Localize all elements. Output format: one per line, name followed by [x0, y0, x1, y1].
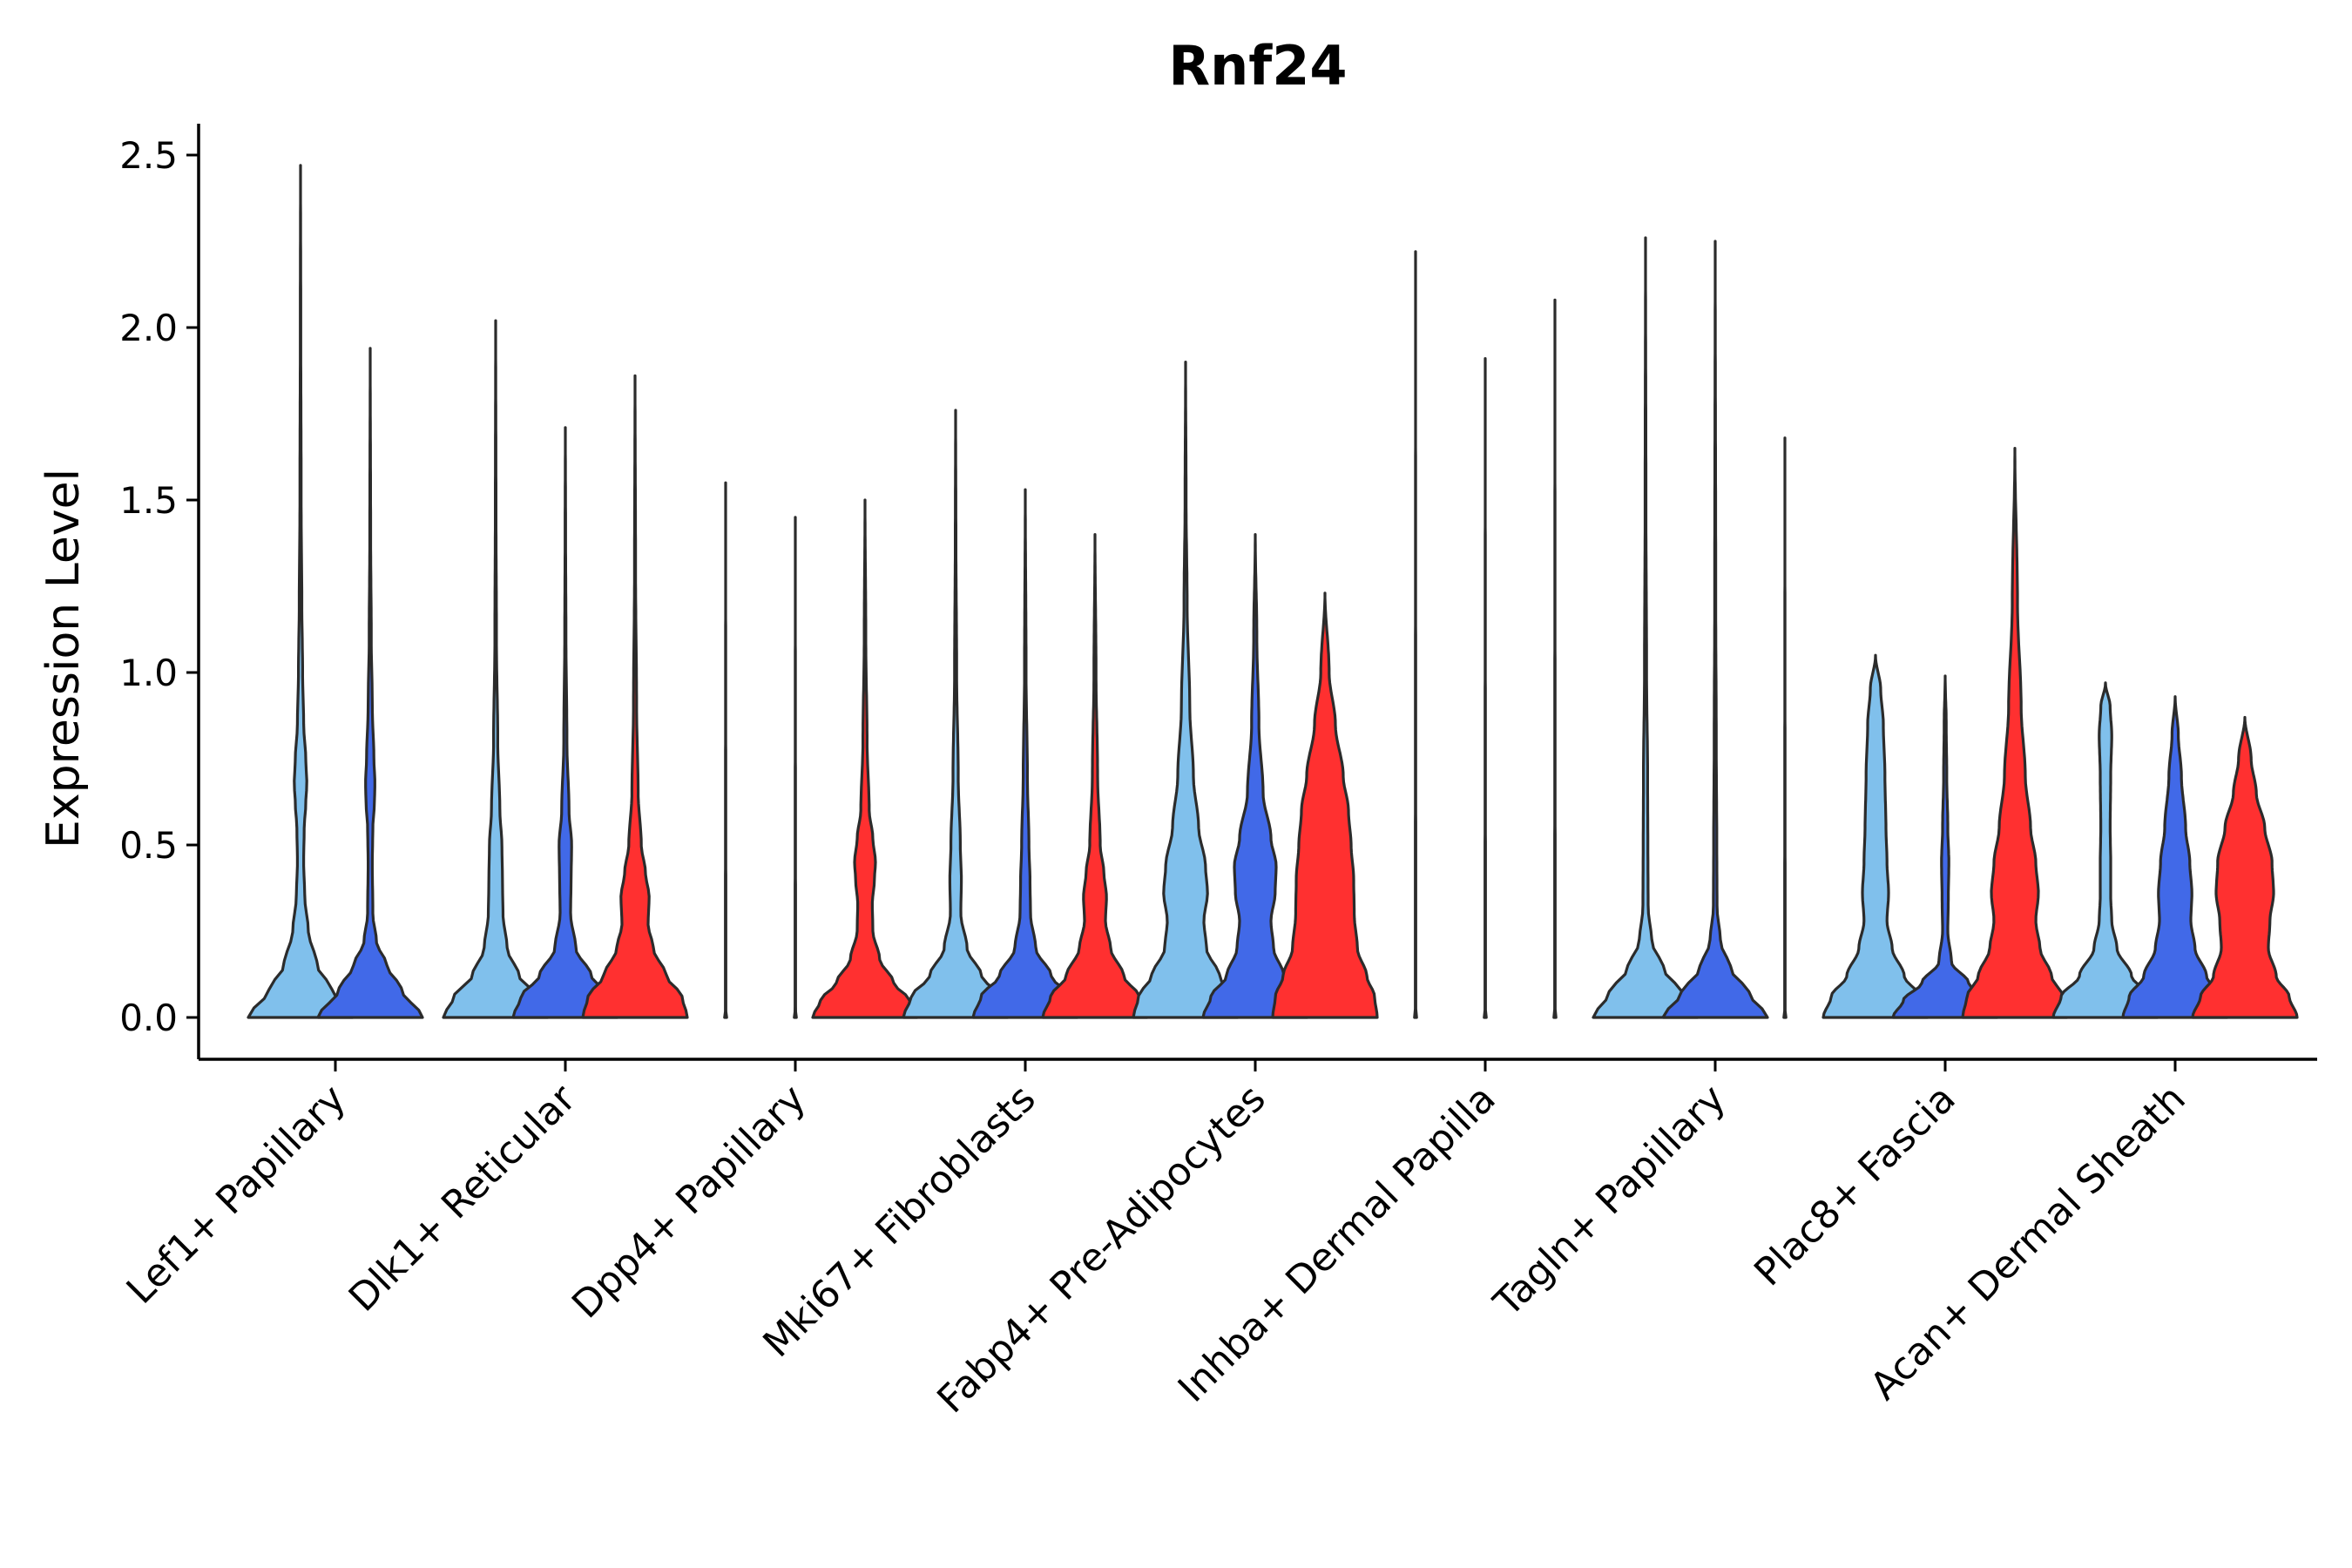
violin-5-1: [1132, 361, 1240, 1019]
violin-2-1: [442, 319, 550, 1019]
violin-2-2: [511, 426, 619, 1019]
violin-5-2: [1201, 533, 1309, 1019]
violin-9-2: [2121, 695, 2229, 1019]
violin-group: [247, 164, 2299, 1019]
violin-9-1: [2051, 681, 2159, 1019]
chart-title: Rnf24: [1168, 34, 1347, 98]
y-tick-label: 2.5: [119, 134, 178, 177]
violin-7-2: [1661, 240, 1769, 1019]
y-axis-label: Expression Level: [37, 469, 90, 848]
violin-9-3: [2191, 715, 2299, 1019]
violin-6-3: [1552, 298, 1558, 1019]
violin-7-3: [1782, 436, 1788, 1019]
violin-1-2: [316, 347, 424, 1019]
violin-4-3: [1041, 533, 1149, 1019]
violin-2-3: [581, 374, 689, 1019]
violin-3-2: [793, 516, 798, 1019]
violin-8-2: [1891, 674, 1999, 1019]
violin-4-2: [971, 488, 1079, 1019]
violin-1-1: [247, 164, 355, 1019]
violin-3-1: [723, 481, 728, 1019]
violin-6-1: [1413, 250, 1418, 1019]
y-tick-label: 2.0: [119, 307, 178, 349]
y-tick-label: 1.0: [119, 652, 178, 694]
y-tick-label: 1.5: [119, 479, 178, 522]
y-tick-label: 0.0: [119, 997, 178, 1039]
violin-8-3: [1961, 447, 2069, 1019]
violin-5-3: [1271, 591, 1379, 1019]
violin-7-1: [1592, 236, 1700, 1019]
y-tick-label: 0.5: [119, 824, 178, 867]
violin-4-1: [902, 409, 1010, 1019]
violin-3-3: [811, 498, 919, 1019]
violin-8-1: [1821, 653, 1930, 1019]
violin-6-2: [1483, 357, 1488, 1019]
